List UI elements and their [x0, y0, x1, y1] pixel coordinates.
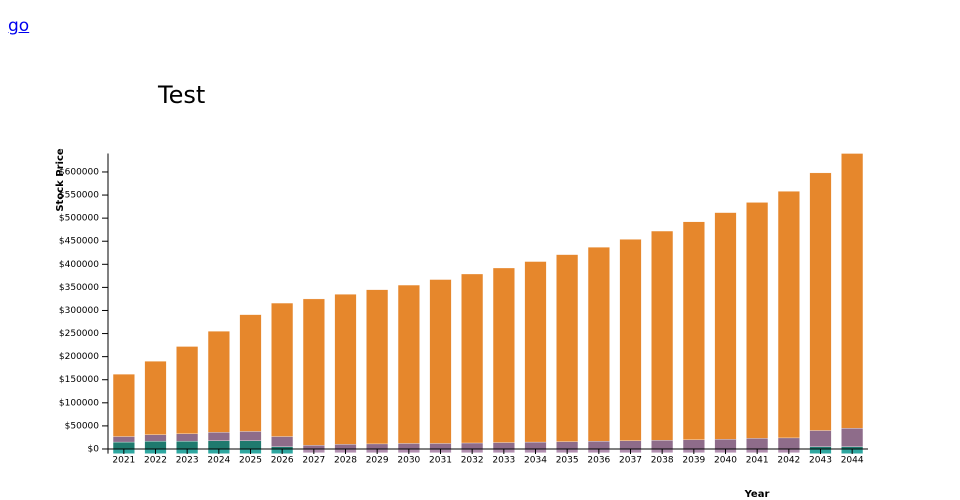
x-tick-label: 2026: [271, 455, 294, 465]
bar-segment: [239, 431, 262, 441]
x-tick-label: 2037: [619, 455, 642, 465]
bar-segment: [714, 212, 737, 440]
x-tick-label: 2033: [492, 455, 515, 465]
x-tick-label: 2034: [524, 455, 547, 465]
y-tick-label: $50000: [65, 421, 100, 431]
x-tick-label: 2027: [302, 455, 325, 465]
bar-segment: [112, 441, 135, 450]
y-tick-label: $150000: [59, 375, 99, 385]
bar-segment: [746, 202, 769, 439]
bar-segment: [144, 361, 167, 435]
x-axis-label: Year: [744, 489, 770, 500]
x-tick-label: 2024: [207, 455, 230, 465]
bar-segment: [524, 441, 547, 450]
bar-segment: [207, 331, 230, 433]
bar-segment: [841, 153, 864, 429]
y-tick-label: $400000: [59, 260, 99, 270]
bar-segment: [651, 440, 674, 450]
bar-segment: [777, 437, 800, 450]
bar-segment: [556, 254, 579, 442]
bar-segment: [112, 374, 135, 437]
bar-segment: [302, 298, 325, 446]
bar-segment: [809, 172, 832, 431]
bar-segment: [271, 302, 294, 437]
x-tick-label: 2039: [682, 455, 705, 465]
y-tick-label: $200000: [59, 352, 99, 362]
y-tick-label: $250000: [59, 329, 99, 339]
bar-segment: [524, 261, 547, 443]
y-tick-label: $100000: [59, 398, 99, 408]
x-tick-label: 2031: [429, 455, 452, 465]
x-tick-label: 2030: [397, 455, 420, 465]
bar-segment: [397, 443, 420, 450]
x-tick-label: 2029: [366, 455, 389, 465]
go-link[interactable]: go: [8, 16, 30, 36]
y-tick-label: $500000: [59, 214, 99, 224]
bar-segment: [302, 445, 325, 450]
x-tick-label: 2035: [556, 455, 579, 465]
y-tick-label: $450000: [59, 237, 99, 247]
bar-segment: [271, 436, 294, 447]
bar-segment: [841, 428, 864, 447]
bar-segment: [366, 443, 389, 450]
bar-segment: [429, 443, 452, 450]
bar-segment: [239, 314, 262, 432]
bar-segment: [176, 440, 199, 450]
x-tick-label: 2025: [239, 455, 262, 465]
bar-segment: [144, 440, 167, 450]
bar-segment: [492, 442, 515, 450]
x-tick-label: 2040: [714, 455, 737, 465]
x-tick-label: 2036: [587, 455, 610, 465]
x-tick-label: 2042: [777, 455, 800, 465]
y-tick-label: $300000: [59, 306, 99, 316]
bar-segment: [619, 440, 642, 450]
bar-segment: [682, 439, 705, 450]
bar-segment: [809, 430, 832, 447]
x-tick-label: 2038: [651, 455, 674, 465]
bar-segment: [334, 294, 357, 445]
x-tick-label: 2023: [176, 455, 199, 465]
y-tick-label: $0: [88, 444, 100, 454]
bar-segment: [461, 442, 484, 450]
chart-title: Test: [157, 81, 205, 109]
x-tick-label: 2032: [461, 455, 484, 465]
bar-segment: [461, 273, 484, 444]
bar-segment: [651, 230, 674, 441]
bar-segment: [746, 438, 769, 450]
bar-segment: [587, 440, 610, 450]
bar-segment: [366, 289, 389, 445]
x-tick-label: 2041: [746, 455, 769, 465]
bar-segment: [682, 221, 705, 440]
bar-segment: [112, 436, 135, 443]
bar-segment: [714, 439, 737, 450]
y-tick-label: $600000: [59, 167, 99, 177]
x-tick-label: 2022: [144, 455, 167, 465]
bar-segment: [207, 440, 230, 450]
y-tick-label: $350000: [59, 283, 99, 293]
bar-segment: [492, 267, 515, 443]
bar-segment: [587, 247, 610, 442]
y-tick-label: $550000: [59, 191, 99, 201]
bar-segment: [556, 441, 579, 450]
bar-segment: [619, 239, 642, 441]
x-tick-label: 2043: [809, 455, 832, 465]
bar-segment: [207, 432, 230, 441]
bar-segment: [777, 191, 800, 439]
bar-segment: [176, 433, 199, 442]
bar-segment: [334, 444, 357, 450]
bar-segment: [176, 346, 199, 434]
bar-segment: [397, 284, 420, 444]
bar-segment: [144, 434, 167, 442]
x-tick-label: 2021: [112, 455, 135, 465]
bar-segment: [429, 279, 452, 444]
bar-segment: [239, 440, 262, 450]
y-axis-label: Stock Price: [55, 148, 66, 212]
x-tick-label: 2028: [334, 455, 357, 465]
x-tick-label: 2044: [841, 455, 864, 465]
